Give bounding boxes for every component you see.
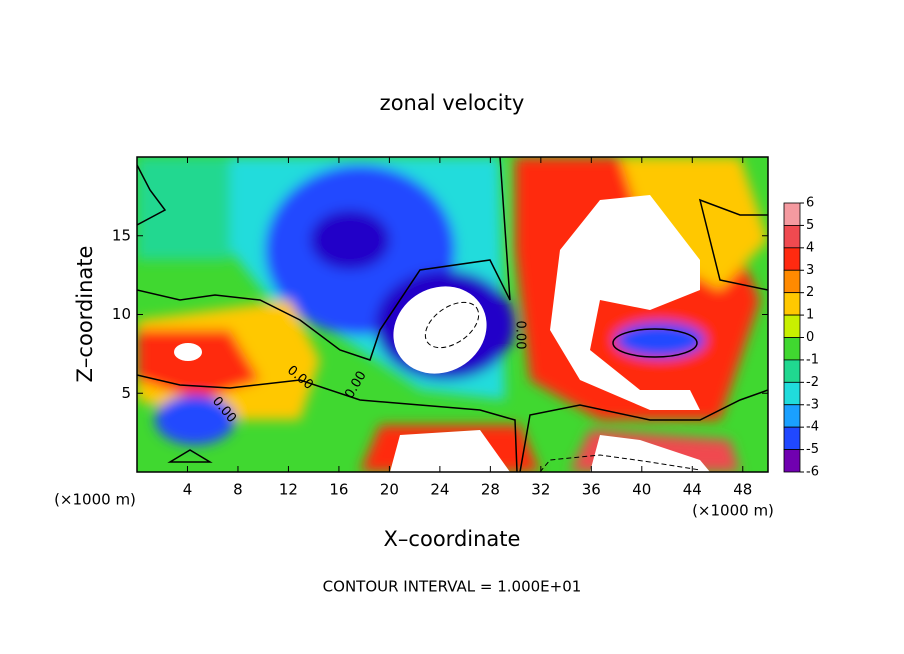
footer: CONTOUR INTERVAL = 1.000E+01 [323,578,582,596]
colorbar-label: -2 [806,375,819,390]
x-tick-label: 32 [531,481,550,499]
colorbar-band [783,381,801,406]
colorbar-label: -1 [806,352,819,367]
colorbar-label: 1 [806,308,814,323]
colorbar-label: 6 [806,196,814,211]
colorbar-band [783,247,801,271]
y-tick-label: 5 [121,384,131,402]
colorbar-band [783,404,801,428]
colorbar-label: 4 [806,240,814,255]
field-region [393,286,487,374]
chart-title: zonal velocity [380,91,525,115]
x-tick-label: 16 [329,481,348,499]
field-region [620,157,768,290]
negative-contours [424,301,701,472]
colorbar-band [783,449,801,473]
x-tick-label: 20 [380,481,399,499]
x-tick-label: 12 [279,481,298,499]
x-tick-label: 40 [632,481,651,499]
field-region [550,195,700,410]
colorbar-band [783,269,801,294]
field-region [615,322,705,358]
field-region [155,395,235,445]
x-tick-label: 48 [733,481,752,499]
x-tick-label: 44 [683,481,702,499]
x-unit-label: (×1000 m) [692,502,774,520]
field-region [310,210,390,270]
y-unit-label: (×1000 m) [54,491,136,509]
colorbar-band [783,426,801,450]
field-region [137,157,230,260]
colorbar-band [783,314,801,338]
field-region [174,343,202,361]
colorbar-band [783,337,801,361]
colorbar-label: 5 [806,218,814,233]
colorbar-label: 0 [806,330,814,345]
y-tick-label: 15 [112,226,131,244]
colorbar-label: -3 [806,397,819,412]
field-region [590,435,710,472]
colorbar-label: 2 [806,285,814,300]
colorbar-label: 3 [806,263,814,278]
x-tick-label: 28 [481,481,500,499]
x-tick-label: 4 [183,481,193,499]
colorbar-label: -5 [806,442,819,457]
colorbar-band [783,202,801,226]
contour-lines [137,157,768,472]
colorbar-label: -6 [806,465,819,480]
colorbar-band [783,359,801,383]
y-axis-label: Z–coordinate [73,246,97,383]
field-region [390,430,510,472]
field [137,157,768,472]
contour-label: 0.00 [513,321,528,350]
x-tick-label: 36 [582,481,601,499]
y-tick-label: 10 [112,305,131,323]
x-axis-label: X–coordinate [384,527,521,551]
colorbar-band [783,225,801,249]
x-tick-label: 8 [233,481,243,499]
x-tick-label: 24 [430,481,449,499]
field-shading [137,157,768,472]
colorbar-band [783,292,801,316]
colorbar-label: -4 [806,420,819,435]
